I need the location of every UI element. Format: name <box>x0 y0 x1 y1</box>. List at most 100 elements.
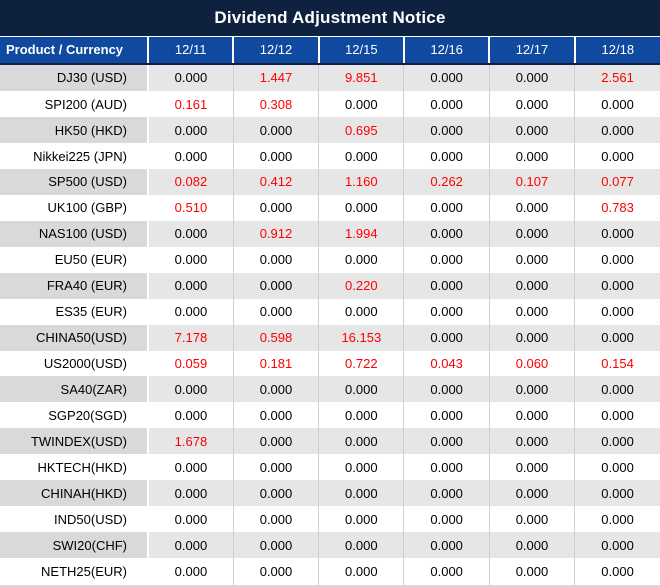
value-cell: 0.000 <box>574 376 660 403</box>
value-cell: 0.000 <box>403 532 490 559</box>
dividend-adjustment-table: Product / Currency 12/11 12/12 12/15 12/… <box>0 36 660 587</box>
value-cell: 0.000 <box>232 558 319 587</box>
value-cell: 0.000 <box>574 272 660 299</box>
value-cell: 0.308 <box>232 91 319 118</box>
value-cell: 0.000 <box>403 402 490 429</box>
value-cell: 0.000 <box>318 143 404 169</box>
value-cell: 0.000 <box>574 506 660 533</box>
value-cell: 0.000 <box>318 532 404 559</box>
product-cell: UK100 (GBP) <box>0 194 149 221</box>
value-cell: 0.000 <box>488 506 575 533</box>
value-cell: 0.000 <box>147 298 234 325</box>
value-cell: 0.000 <box>403 506 490 533</box>
date-column-header: 12/12 <box>232 36 319 65</box>
value-cell: 0.510 <box>147 194 234 221</box>
product-cell: ES35 (EUR) <box>0 298 149 325</box>
value-cell: 0.000 <box>232 117 319 144</box>
value-cell: 0.000 <box>488 324 575 351</box>
table-row: SGP20(SGD) 0.000 0.000 0.000 0.000 0.000 0.000 <box>0 402 660 429</box>
value-cell: 0.000 <box>232 143 319 169</box>
value-cell: 0.000 <box>318 91 404 118</box>
value-cell: 7.178 <box>147 324 234 351</box>
value-cell: 0.161 <box>147 91 234 118</box>
value-cell: 0.000 <box>574 143 660 169</box>
table-row: US2000(USD) 0.059 0.181 0.722 0.043 0.060 0.15… <box>0 350 660 377</box>
value-cell: 0.000 <box>232 532 319 559</box>
value-cell: 0.000 <box>147 532 234 559</box>
table-row: NETH25(EUR) 0.000 0.000 0.000 0.000 0.000 0.00… <box>0 558 660 587</box>
table-row: EU50 (EUR) 0.000 0.000 0.000 0.000 0.000 0.000 <box>0 246 660 273</box>
table-row: ES35 (EUR) 0.000 0.000 0.000 0.000 0.000 0.000 <box>0 298 660 325</box>
value-cell: 0.000 <box>147 272 234 299</box>
value-cell: 1.678 <box>147 428 234 455</box>
value-cell: 0.000 <box>488 558 575 587</box>
value-cell: 0.000 <box>232 376 319 403</box>
page-title: Dividend Adjustment Notice <box>0 0 660 36</box>
table-row: SWI20(CHF) 0.000 0.000 0.000 0.000 0.000 0.000 <box>0 532 660 559</box>
value-cell: 0.000 <box>232 428 319 455</box>
value-cell: 0.000 <box>318 194 404 221</box>
date-column-header: 12/16 <box>402 36 490 65</box>
date-column-header: 12/15 <box>317 36 404 65</box>
table-row: SPI200 (AUD) 0.161 0.308 0.000 0.000 0.000 0.0… <box>0 91 660 118</box>
date-column-header: 12/17 <box>488 36 575 65</box>
value-cell: 0.000 <box>147 246 234 273</box>
value-cell: 0.000 <box>318 402 404 429</box>
value-cell: 0.000 <box>318 246 404 273</box>
value-cell: 0.000 <box>147 402 234 429</box>
value-cell: 0.000 <box>318 428 404 455</box>
table-row: TWINDEX(USD) 1.678 0.000 0.000 0.000 0.000 0.0… <box>0 428 660 455</box>
value-cell: 0.000 <box>403 194 490 221</box>
value-cell: 0.695 <box>318 117 404 144</box>
product-cell: HKTECH(HKD) <box>0 454 149 481</box>
value-cell: 0.000 <box>403 298 490 325</box>
table-body: DJ30 (USD) 0.000 1.447 9.851 0.000 0.000 2.561… <box>0 63 660 587</box>
value-cell: 0.000 <box>403 91 490 118</box>
product-cell: SA40(ZAR) <box>0 376 149 403</box>
value-cell: 0.000 <box>318 298 404 325</box>
value-cell: 0.000 <box>147 63 234 92</box>
value-cell: 9.851 <box>318 63 404 92</box>
value-cell: 0.082 <box>147 168 234 195</box>
product-cell: EU50 (EUR) <box>0 246 149 273</box>
value-cell: 0.000 <box>147 558 234 587</box>
value-cell: 0.000 <box>488 91 575 118</box>
product-currency-header: Product / Currency <box>0 36 148 65</box>
product-cell: FRA40 (EUR) <box>0 272 149 299</box>
value-cell: 0.000 <box>318 454 404 481</box>
value-cell: 0.000 <box>574 428 660 455</box>
product-cell: SGP20(SGD) <box>0 402 149 429</box>
value-cell: 0.000 <box>232 194 319 221</box>
value-cell: 0.000 <box>574 454 660 481</box>
value-cell: 0.000 <box>574 402 660 429</box>
value-cell: 0.000 <box>232 272 319 299</box>
value-cell: 1.447 <box>232 63 319 92</box>
product-cell: IND50(USD) <box>0 506 149 533</box>
value-cell: 0.077 <box>574 168 660 195</box>
value-cell: 0.000 <box>488 246 575 273</box>
value-cell: 0.000 <box>147 480 234 507</box>
value-cell: 0.000 <box>574 558 660 587</box>
value-cell: 0.107 <box>488 168 575 195</box>
value-cell: 0.000 <box>147 376 234 403</box>
value-cell: 16.153 <box>318 324 404 351</box>
value-cell: 0.000 <box>403 220 490 247</box>
value-cell: 0.000 <box>403 117 490 144</box>
value-cell: 0.000 <box>232 506 319 533</box>
value-cell: 0.000 <box>403 480 490 507</box>
value-cell: 0.598 <box>232 324 319 351</box>
value-cell: 0.000 <box>403 376 490 403</box>
product-cell: DJ30 (USD) <box>0 63 149 92</box>
value-cell: 0.000 <box>318 558 404 587</box>
product-cell: NAS100 (USD) <box>0 220 149 247</box>
value-cell: 0.000 <box>147 454 234 481</box>
table-row: IND50(USD) 0.000 0.000 0.000 0.000 0.000 0.000 <box>0 506 660 533</box>
table-row: CHINAH(HKD) 0.000 0.000 0.000 0.000 0.000 0.00… <box>0 480 660 507</box>
value-cell: 0.000 <box>488 402 575 429</box>
value-cell: 0.000 <box>403 558 490 587</box>
table-row: NAS100 (USD) 0.000 0.912 1.994 0.000 0.000 0.0… <box>0 220 660 247</box>
value-cell: 0.000 <box>574 91 660 118</box>
value-cell: 0.000 <box>318 506 404 533</box>
product-cell: TWINDEX(USD) <box>0 428 149 455</box>
value-cell: 0.000 <box>574 246 660 273</box>
